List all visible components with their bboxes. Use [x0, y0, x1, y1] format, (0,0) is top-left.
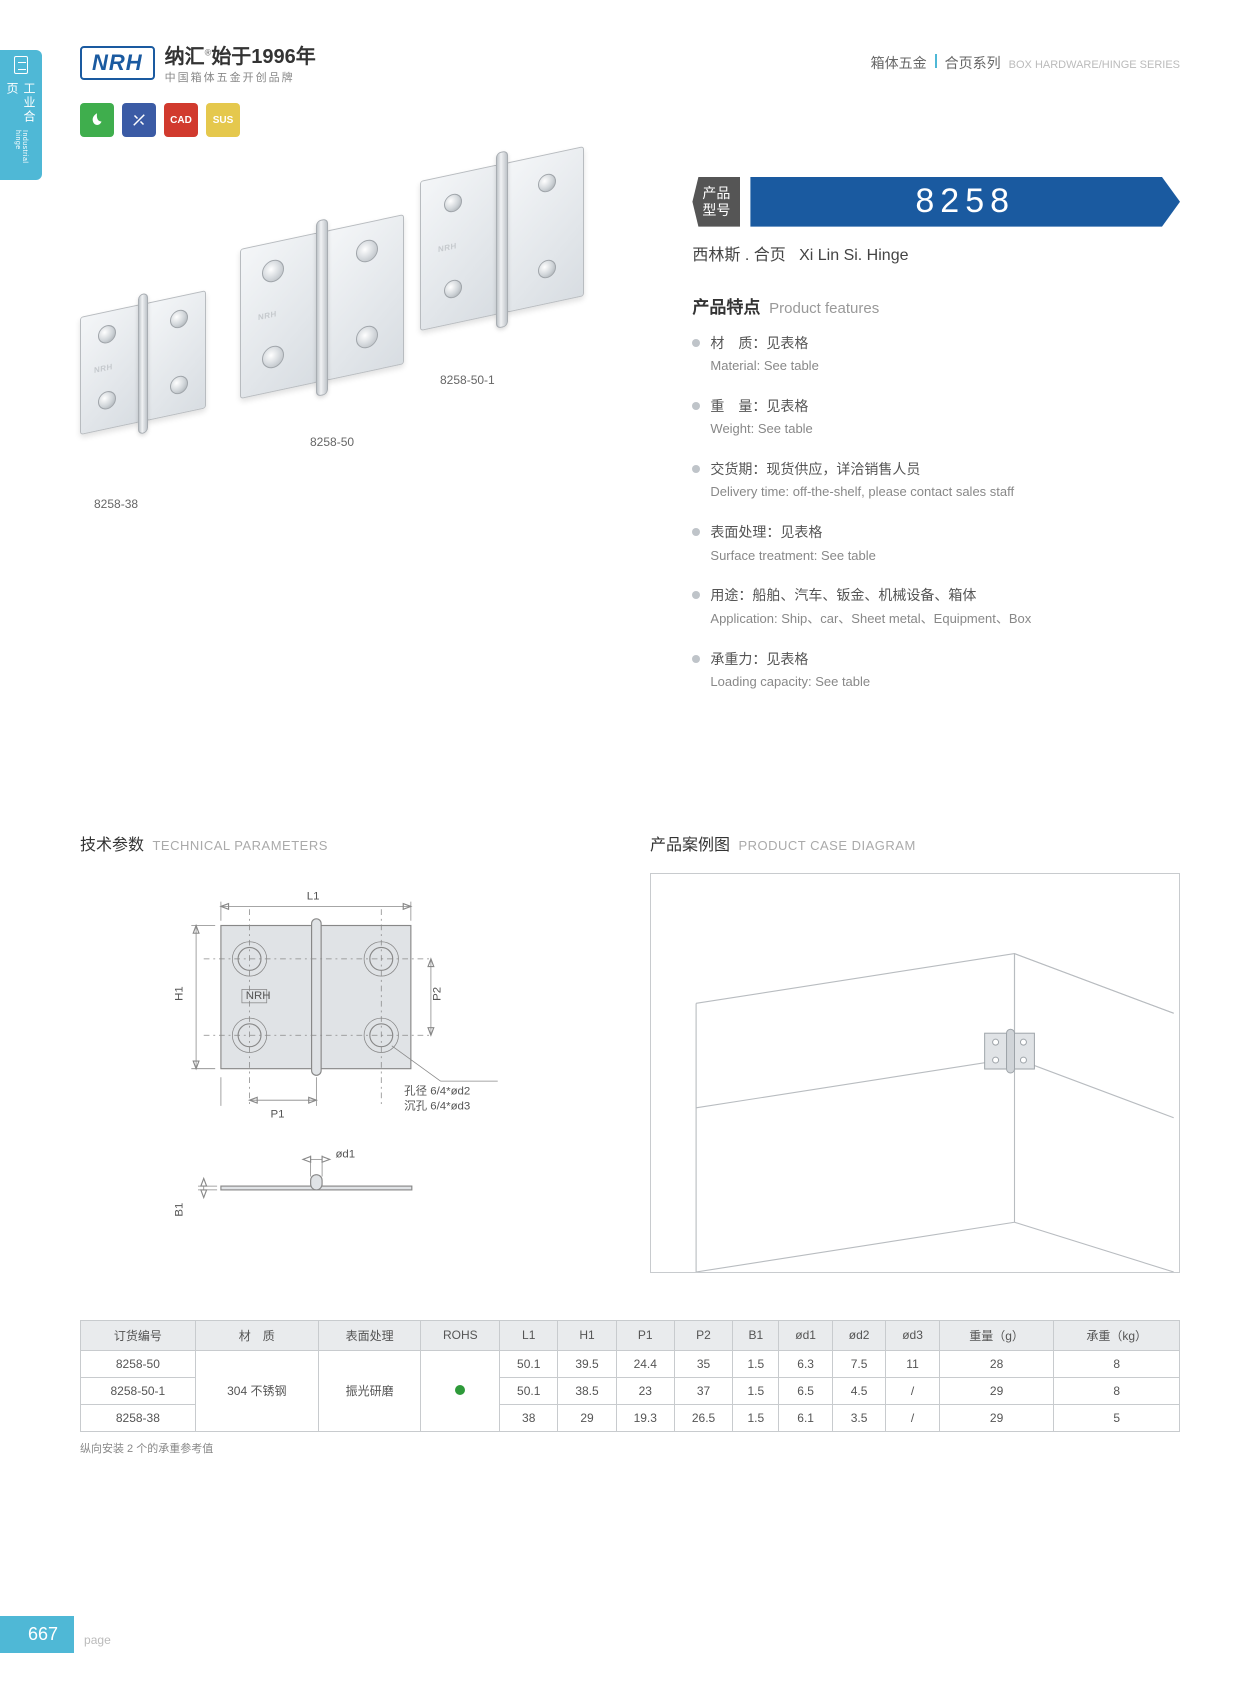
- photo-label-a: 8258-38: [94, 497, 138, 511]
- logo-line1a: 纳汇: [165, 46, 205, 68]
- photo-label-c: 8258-50-1: [440, 373, 495, 387]
- svg-text:L1: L1: [307, 890, 320, 902]
- logo-line1b: 始于1996年: [211, 46, 316, 68]
- product-name-cn: 西林斯 . 合页: [692, 247, 785, 264]
- product-info: 产品 型号 8258 西林斯 . 合页 Xi Lin Si. Hinge 产品特…: [692, 177, 1180, 711]
- case-heading: 产品案例图 PRODUCT CASE DIAGRAM: [650, 831, 1180, 855]
- logo-block: NRH 纳汇®始于1996年 中国箱体五金开创品牌: [80, 40, 316, 85]
- feature-item: 承重力：见表格Loading capacity: See table: [692, 648, 1180, 693]
- svg-text:H1: H1: [174, 986, 186, 1001]
- feature-item: 材 质：见表格Material: See table: [692, 332, 1180, 377]
- tech-heading: 技术参数 TECHNICAL PARAMETERS: [80, 831, 610, 855]
- spec-table: 订货编号 材 质 表面处理 ROHS L1 H1 P1 P2 B1 ød1 ød…: [80, 1320, 1180, 1432]
- page-header: NRH 纳汇®始于1996年 中国箱体五金开创品牌 箱体五金 合页系列 BOX …: [80, 40, 1180, 85]
- page-label: page: [84, 1633, 111, 1647]
- svg-text:P1: P1: [271, 1108, 285, 1120]
- logo-line2: 中国箱体五金开创品牌: [165, 69, 316, 85]
- photo-label-b: 8258-50: [310, 435, 354, 449]
- table-row: 8258-50 304 不锈钢 振光研磨 50.139.524.4351.56.…: [81, 1350, 1180, 1377]
- product-name-en: Xi Lin Si. Hinge: [799, 247, 908, 264]
- feature-item: 交货期：现货供应，详洽销售人员Delivery time: off-the-sh…: [692, 458, 1180, 503]
- feature-item: 重 量：见表格Weight: See table: [692, 395, 1180, 440]
- attribute-chips: CAD SUS: [80, 103, 1180, 137]
- features-heading: 产品特点 Product features: [692, 293, 1180, 318]
- svg-text:B1: B1: [174, 1202, 186, 1216]
- table-header-row: 订货编号 材 质 表面处理 ROHS L1 H1 P1 P2 B1 ød1 ød…: [81, 1320, 1180, 1350]
- model-number: 8258: [750, 177, 1180, 227]
- svg-text:P2: P2: [431, 987, 443, 1001]
- chip-sus: SUS: [206, 103, 240, 137]
- rohs-dot: [421, 1350, 500, 1431]
- case-diagram: [650, 873, 1180, 1273]
- header-right: 箱体五金 合页系列 BOX HARDWARE/HINGE SERIES: [871, 53, 1180, 73]
- model-tag: 产品 型号: [692, 177, 740, 227]
- feature-item: 用途：船舶、汽车、钣金、机械设备、箱体Application: Ship、car…: [692, 584, 1180, 629]
- side-tab-en: Industrial hinge: [14, 130, 28, 174]
- header-subcat-cn: 合页系列: [945, 53, 1001, 73]
- chip-eco: [80, 103, 114, 137]
- svg-text:沉孔 6/4*ød3: 沉孔 6/4*ød3: [404, 1099, 470, 1112]
- logo-mark: NRH: [80, 46, 155, 80]
- svg-text:ød1: ød1: [335, 1148, 355, 1160]
- chip-cad: CAD: [164, 103, 198, 137]
- side-tab: 工业合页 Industrial hinge: [0, 50, 42, 180]
- technical-drawing: NRH L1 H1 P2: [80, 873, 610, 1293]
- feature-item: 表面处理：见表格Surface treatment: See table: [692, 521, 1180, 566]
- side-tab-cn: 工业合页: [4, 82, 38, 126]
- page-footer: 667 page: [0, 1616, 111, 1653]
- svg-text:孔径 6/4*ød2: 孔径 6/4*ød2: [404, 1084, 470, 1097]
- features-list: 材 质：见表格Material: See table 重 量：见表格Weight…: [692, 332, 1180, 693]
- page-number: 667: [0, 1616, 74, 1653]
- header-cat-cn: 箱体五金: [871, 53, 927, 73]
- header-cat-en: BOX HARDWARE/HINGE SERIES: [1009, 59, 1180, 71]
- product-photo: NRH 8258-38 NRH 8258-50: [80, 177, 652, 597]
- table-note: 纵向安装 2 个的承重参考值: [80, 1440, 1180, 1456]
- chip-tools: [122, 103, 156, 137]
